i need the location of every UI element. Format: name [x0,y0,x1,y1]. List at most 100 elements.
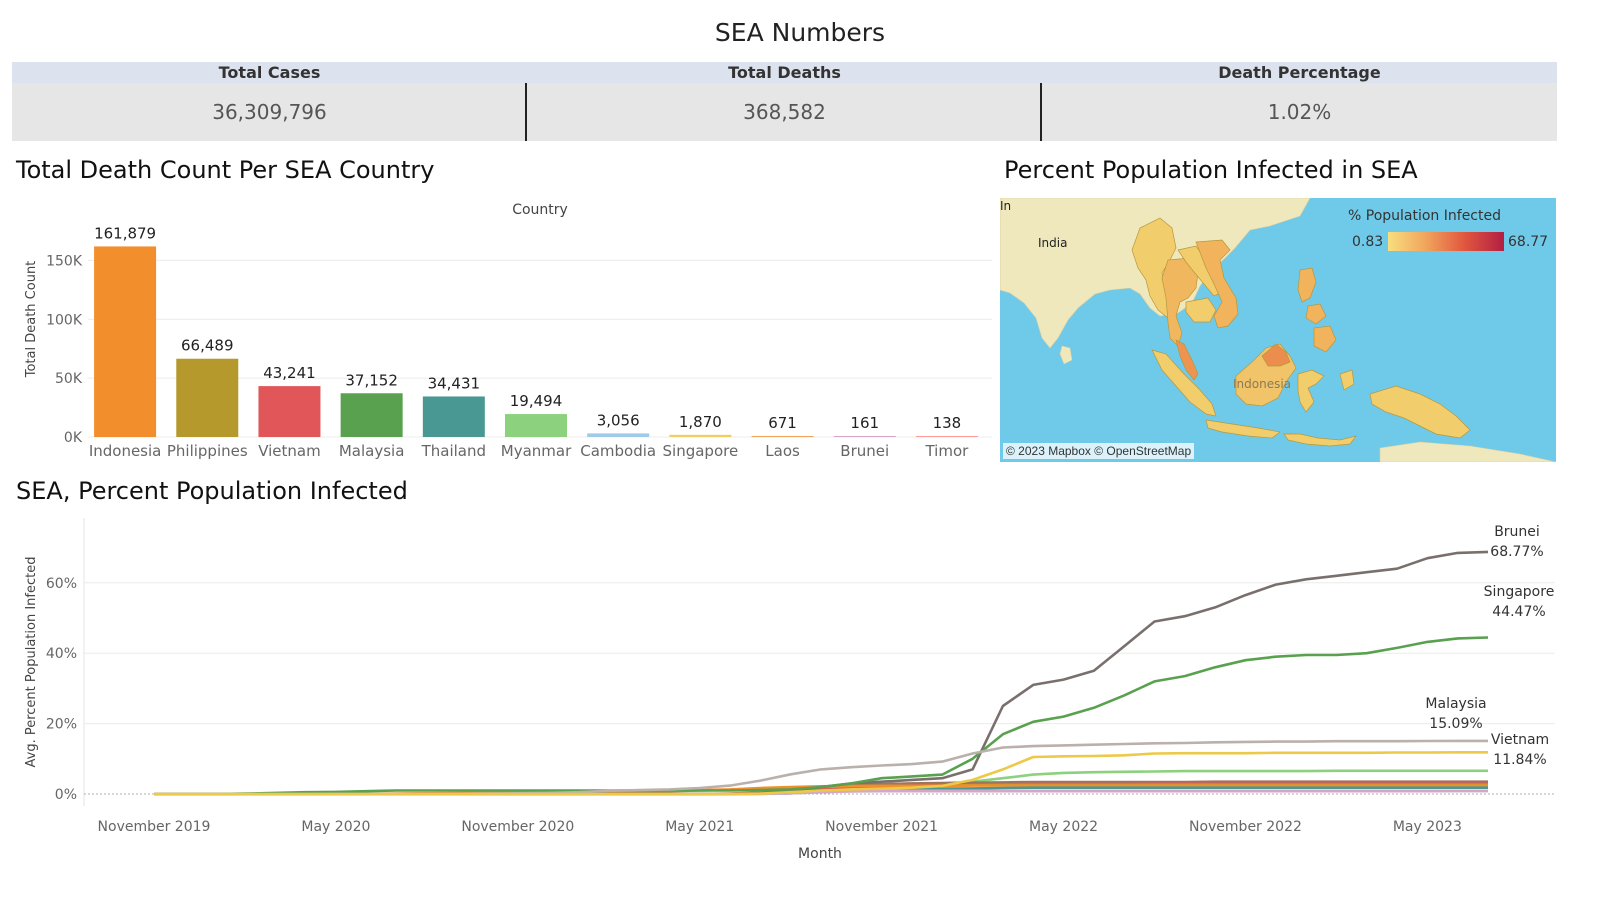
kpi-value: 1.02% [1267,100,1332,124]
map-label-edge: In [1000,199,1011,213]
line-chart-title: SEA, Percent Population Infected [16,477,408,505]
dashboard-title: SEA Numbers [714,18,886,47]
map-legend-min: 0.83 [1352,234,1384,250]
kpi-value: 368,582 [743,100,826,124]
kpi-value-row [12,83,1557,141]
line-y-tick-label: 60% [46,576,77,592]
line-end-label-name: Singapore [1484,584,1555,600]
line-x-tick-label: May 2021 [665,819,734,835]
map-malaysia-peninsula [1175,339,1199,381]
bar-myanmar[interactable] [505,414,567,437]
line-chart[interactable]: 0% 20% 40% 60% November 2019 May 2020 November… [0,510,1590,880]
map-philippines-visayas [1305,303,1327,325]
line-series-vietnam[interactable] [154,751,1488,796]
bar-malaysia[interactable] [340,393,403,437]
bar-value-label: 19,494 [510,392,563,410]
kpi-total-deaths: Total Deaths 368,582 [527,62,1042,141]
map-legend-gradient [1388,232,1504,251]
bar-value-label: 3,056 [597,411,640,429]
bar-category-label: Timor [924,442,969,460]
bar-singapore[interactable] [669,434,732,437]
bar-philippines[interactable] [176,358,239,437]
bar-chart-title: Total Death Count Per SEA Country [16,156,435,184]
kpi-label: Total Deaths [728,63,841,82]
map-legend-max: 68.77 [1508,234,1549,250]
map-philippines-luzon [1297,267,1317,303]
map-sulawesi [1297,369,1325,413]
bar-thailand[interactable] [422,396,485,437]
line-x-tick-label: May 2022 [1029,819,1098,835]
bar-value-label: 138 [933,414,962,432]
bar-value-label: 43,241 [263,364,316,382]
line-x-tick-label: May 2020 [301,819,370,835]
bar-indonesia[interactable] [94,246,157,437]
line-x-tick-label: May 2023 [1393,819,1462,835]
kpi-label: Total Cases [218,63,321,82]
bar-value-label: 161,879 [94,224,156,242]
map-attribution[interactable]: © 2023 Mapbox © OpenStreetMap [1003,443,1195,459]
line-y-axis-label: Avg. Percent Population Infected [24,557,39,768]
bar-value-label: 161 [850,414,879,432]
bar-value-label: 37,152 [345,371,398,389]
bar-category-label: Cambodia [580,442,656,460]
bar-value-label: 66,489 [181,337,234,355]
bar-chart[interactable]: Country Total Death Count 0K 50K 100K 150K 161… [0,195,995,470]
line-y-tick-label: 20% [46,717,77,733]
map-label-indonesia: Indonesia [1233,377,1291,391]
bar-vietnam[interactable] [258,386,321,437]
map-australia [1379,441,1556,462]
bar-category-label: Singapore [663,442,739,460]
bar-timor[interactable] [915,436,978,437]
map-sumatra [1151,349,1217,417]
map-new-guinea [1369,385,1471,439]
line-end-label-name: Malaysia [1425,696,1486,712]
map-java [1205,419,1281,439]
kpi-divider [1040,83,1042,141]
bar-y-axis-label: Total Death Count [24,261,39,379]
bar-y-tick-label: 150K [46,253,83,269]
line-y-tick-label: 40% [46,646,77,662]
line-y-tick-label: 0% [55,787,77,803]
line-x-tick-label: November 2022 [1189,819,1302,835]
bar-category-label: Vietnam [258,442,321,460]
map-canvas: India Indonesia In [1000,198,1556,462]
line-end-label-value: 68.77% [1490,544,1543,560]
map-land-sri-lanka [1059,345,1073,365]
line-series-singapore[interactable] [154,636,1489,796]
bar-y-tick-label: 0K [64,430,83,446]
line-end-label-value: 44.47% [1492,604,1545,620]
kpi-divider [525,83,527,141]
kpi-death-percentage: Death Percentage 1.02% [1042,62,1557,141]
line-x-tick-label: November 2020 [461,819,574,835]
bar-category-label: Brunei [840,442,889,460]
line-x-tick-label: November 2019 [98,819,211,835]
bar-x-header: Country [512,202,568,218]
bar-laos[interactable] [751,436,814,437]
bar-y-tick-label: 50K [55,371,83,387]
map-title: Percent Population Infected in SEA [1004,156,1418,184]
map-label-india: India [1038,236,1067,250]
map-borneo-north [1261,343,1291,367]
line-series-brunei[interactable] [154,550,1489,796]
line-end-label-name: Vietnam [1491,732,1549,748]
bar-category-label: Malaysia [339,442,405,460]
map-philippines-mindanao [1313,325,1337,353]
bar-value-label: 1,870 [679,413,722,431]
bar-category-label: Thailand [421,442,486,460]
bar-brunei[interactable] [833,436,896,437]
kpi-table: Total Cases 36,309,796 Total Deaths 368,… [12,62,1557,141]
bar-value-label: 671 [768,414,797,432]
map-vietnam [1195,239,1239,329]
bar-category-label: Laos [765,442,800,460]
map-lesser-sunda [1283,433,1357,447]
bar-category-label: Indonesia [89,442,162,460]
kpi-label: Death Percentage [1218,63,1381,82]
map-legend-title: % Population Infected [1348,208,1501,224]
bar-value-label: 34,431 [428,374,481,392]
kpi-value: 36,309,796 [212,100,327,124]
bar-category-label: Philippines [167,442,248,460]
line-x-axis-label: Month [798,846,842,862]
bar-cambodia[interactable] [587,433,650,437]
line-end-label-value: 11.84% [1493,752,1546,768]
line-end-label-value: 15.09% [1429,716,1482,732]
